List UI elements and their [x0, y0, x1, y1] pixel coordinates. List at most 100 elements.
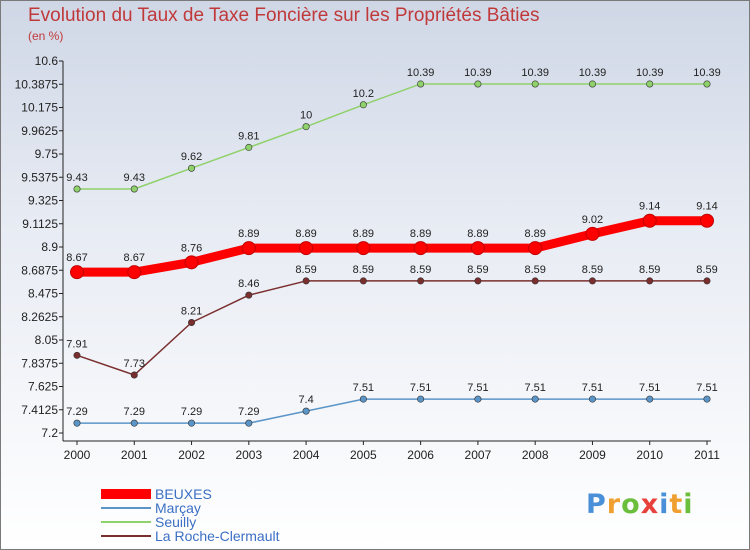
data-point — [302, 407, 310, 415]
data-label: 10.39 — [636, 67, 664, 79]
data-point — [73, 419, 81, 427]
x-tick-label: 2002 — [178, 448, 205, 462]
legend-swatch — [101, 535, 151, 537]
x-tick-label: 2010 — [636, 448, 663, 462]
logo-letter: o — [621, 489, 641, 520]
data-label: 8.67 — [124, 252, 145, 264]
y-tick-label: 8.475 — [28, 287, 58, 301]
logo-letter: t — [669, 489, 684, 520]
data-label: 7.73 — [124, 358, 145, 370]
data-point — [359, 277, 367, 285]
data-point — [470, 241, 485, 256]
data-label: 7.51 — [467, 382, 488, 394]
data-point — [531, 277, 539, 285]
data-label: 8.59 — [467, 264, 488, 276]
series-line — [72, 216, 712, 277]
series-line — [76, 83, 708, 190]
y-tick-label: 8.6875 — [21, 263, 58, 277]
data-label: 10.39 — [693, 67, 721, 79]
data-point — [245, 419, 253, 427]
data-point — [188, 419, 196, 427]
data-label: 7.51 — [639, 382, 660, 394]
data-point — [646, 277, 654, 285]
y-tick-label: 9.9625 — [21, 124, 58, 138]
data-point — [585, 226, 600, 241]
series-layer: 9.43 9.43 9.62 9.81 10 10.2 10.39 10.39 10.39 10.… — [66, 67, 721, 427]
series-mar-ay: 7.29 7.29 7.29 7.29 7.4 7.51 7.51 7.51 7.51 7.51 7… — [66, 382, 718, 427]
data-point — [130, 185, 138, 193]
y-tick-label: 10.175 — [21, 101, 58, 115]
data-point — [302, 123, 310, 131]
data-point — [417, 277, 425, 285]
data-label: 7.51 — [582, 382, 603, 394]
legend-swatch — [101, 521, 151, 523]
y-tick-label: 7.2 — [41, 426, 58, 440]
y-tick-label: 9.75 — [35, 147, 59, 161]
data-label: 10.39 — [579, 67, 607, 79]
legend-label: Marçay — [155, 500, 201, 516]
data-label: 8.46 — [238, 278, 259, 290]
data-label: 10.39 — [521, 67, 549, 79]
data-label: 9.14 — [639, 201, 660, 213]
data-point — [474, 80, 482, 88]
data-point — [474, 395, 482, 403]
data-label: 7.51 — [353, 382, 374, 394]
y-tick-label: 7.4125 — [21, 403, 58, 417]
data-point — [127, 265, 142, 280]
data-point — [356, 241, 371, 256]
data-label: 7.29 — [238, 406, 259, 418]
chart-title: Evolution du Taux de Taxe Foncière sur l… — [28, 5, 540, 26]
data-point — [474, 277, 482, 285]
data-label: 7.29 — [66, 406, 87, 418]
data-point — [130, 419, 138, 427]
y-tick-label: 8.9 — [41, 240, 58, 254]
y-tick-label: 8.2625 — [21, 310, 58, 324]
y-tick-label: 7.625 — [28, 380, 58, 394]
y-tick-label: 9.325 — [28, 194, 58, 208]
x-tick-label: 2007 — [465, 448, 492, 462]
x-tick-label: 2004 — [293, 448, 320, 462]
data-label: 7.51 — [410, 382, 431, 394]
data-label: 7.29 — [124, 406, 145, 418]
data-point — [188, 318, 196, 326]
x-tick-label: 2000 — [64, 448, 91, 462]
data-point — [299, 241, 314, 256]
data-point — [588, 395, 596, 403]
data-point — [241, 241, 256, 256]
series-line — [76, 280, 708, 376]
logo-letter: x — [640, 489, 660, 520]
data-label: 8.89 — [467, 228, 488, 240]
data-label: 8.89 — [295, 228, 316, 240]
unit-label: (en %) — [28, 29, 64, 43]
data-label: 7.4 — [298, 394, 313, 406]
logo-letter: i — [659, 489, 670, 520]
legend-label: Seuilly — [155, 514, 197, 530]
x-tick-label: 2001 — [121, 448, 148, 462]
legend-swatch — [101, 489, 151, 499]
data-label: 10.2 — [353, 88, 374, 100]
data-point — [588, 80, 596, 88]
data-label: 8.67 — [66, 252, 87, 264]
data-label: 9.43 — [124, 172, 145, 184]
data-point — [417, 395, 425, 403]
data-point — [130, 371, 138, 379]
data-point — [531, 395, 539, 403]
axes: 7.2 7.4125 7.625 7.8375 8.05 8.2625 8.475 8.687… — [15, 54, 721, 462]
legend-label: BEUXES — [155, 486, 212, 502]
legend-label: La Roche-Clermault — [155, 528, 280, 544]
data-label: 10.39 — [407, 67, 435, 79]
data-point — [302, 277, 310, 285]
data-label: 7.51 — [524, 382, 545, 394]
data-label: 8.59 — [639, 264, 660, 276]
x-tick-label: 2008 — [522, 448, 549, 462]
data-label: 8.59 — [410, 264, 431, 276]
y-tick-label: 7.8375 — [21, 356, 58, 370]
data-point — [359, 395, 367, 403]
series-la-roche-clermault: 7.91 7.73 8.21 8.46 8.59 8.59 8.59 8.59 8.59 8.59… — [66, 264, 718, 379]
data-point — [646, 395, 654, 403]
data-point — [359, 101, 367, 109]
series-beuxes: 8.67 8.67 8.76 8.89 8.89 8.89 8.89 8.89 8.89 9.02… — [66, 201, 718, 280]
x-tick-label: 2011 — [694, 448, 720, 462]
